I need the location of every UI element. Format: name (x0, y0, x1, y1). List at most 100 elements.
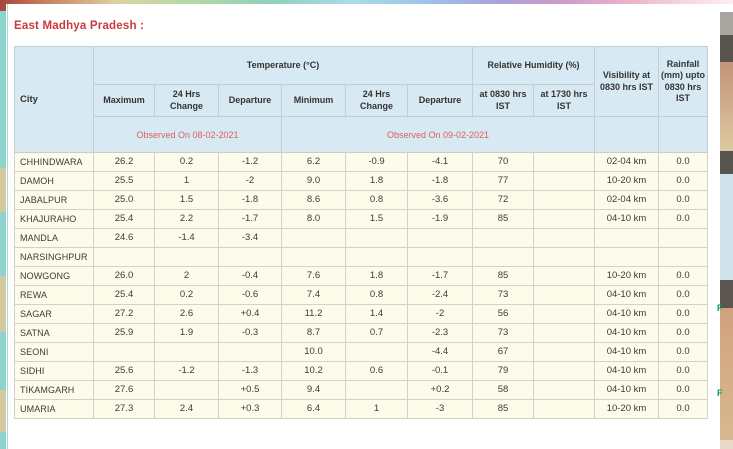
observed-on-row: Observed On 08-02-2021 Observed On 09-02… (15, 116, 709, 153)
cell-city: JABALPUR (14, 190, 94, 210)
cell-min-temp: 11.2 (281, 304, 346, 324)
cell-max-temp: 25.6 (93, 361, 155, 381)
observed-on-right-label: Observed On 09-02-2021 (280, 116, 596, 153)
cell-min-24hrs-change: 0.8 (345, 285, 408, 305)
cell-min-temp: 8.7 (281, 323, 346, 343)
cell-min-temp: 7.4 (281, 285, 346, 305)
cell-city: TIKAMGARH (14, 380, 94, 400)
cell-min-24hrs-change (345, 247, 408, 267)
cell-humidity-1730 (533, 190, 596, 210)
strip-segment (0, 168, 6, 212)
cell-min-24hrs-change: 1 (345, 399, 408, 419)
table-row: KHAJURAHO 25.4 2.2 -1.7 8.0 1.5 -1.9 85 … (14, 209, 709, 229)
cell-min-24hrs-change: 0.6 (345, 361, 408, 381)
col-header-24hrs-change-max: 24 Hrs Change (154, 84, 219, 117)
cell-rainfall: 0.0 (658, 209, 709, 229)
cell-humidity-1730 (533, 228, 596, 248)
cell-max-temp: 26.0 (93, 266, 155, 286)
col-header-departure-max: Departure (218, 84, 282, 117)
col-header-24hrs-change-min: 24 Hrs Change (345, 84, 408, 117)
cell-humidity-0830: 85 (472, 209, 535, 229)
cell-max-24hrs-change (154, 247, 219, 267)
cell-humidity-0830: 70 (472, 152, 535, 172)
cell-min-departure: -2.4 (406, 285, 474, 305)
cell-max-24hrs-change: 0.2 (154, 285, 219, 305)
cell-max-departure: -1.7 (218, 209, 282, 229)
top-gradient-bar (0, 0, 733, 4)
cell-min-temp: 10.2 (281, 361, 346, 381)
cell-rainfall (658, 228, 709, 248)
table-row: DAMOH 25.5 1 -2 9.0 1.8 -1.8 77 10-20 km… (14, 171, 709, 191)
cell-min-departure: -3 (406, 399, 474, 419)
cell-min-departure: -1.7 (406, 266, 474, 286)
cell-min-departure: -4.1 (406, 152, 474, 172)
strip-segment (720, 62, 733, 151)
strip-segment (720, 280, 733, 308)
cell-visibility: 04-10 km (594, 209, 660, 229)
cell-max-24hrs-change: 1.5 (154, 190, 219, 210)
col-header-maximum: Maximum (93, 84, 155, 117)
cell-min-departure: -4.4 (406, 342, 474, 362)
left-divider-line (7, 3, 8, 449)
strip-segment (720, 174, 733, 280)
cell-max-24hrs-change: 2 (154, 266, 219, 286)
cell-visibility: 02-04 km (594, 190, 660, 210)
cell-max-departure: -1.3 (218, 361, 282, 381)
cell-humidity-0830 (472, 247, 535, 267)
cell-city: NOWGONG (14, 266, 94, 286)
cell-max-departure: -0.6 (218, 285, 282, 305)
table-row: JABALPUR 25.0 1.5 -1.8 8.6 0.8 -3.6 72 0… (14, 190, 709, 210)
cell-humidity-0830: 67 (472, 342, 535, 362)
cell-max-departure: -0.4 (218, 266, 282, 286)
col-header-rh-0830: at 0830 hrs IST (472, 84, 535, 117)
page-title: East Madhya Pradesh : (14, 20, 145, 32)
cell-humidity-1730 (533, 380, 596, 400)
cell-max-departure: +0.5 (218, 380, 282, 400)
cell-min-departure (406, 247, 474, 267)
cell-humidity-0830: 85 (472, 399, 535, 419)
table-header: City Temperature (°C) Relative Humidity … (14, 46, 709, 153)
cell-max-24hrs-change (154, 380, 219, 400)
cell-max-24hrs-change (154, 342, 219, 362)
table-row: SAGAR 27.2 2.6 +0.4 11.2 1.4 -2 56 04-10… (14, 304, 709, 324)
map-label-f-icon: F (717, 303, 723, 313)
cell-humidity-1730 (533, 342, 596, 362)
col-header-minimum: Minimum (281, 84, 346, 117)
cell-visibility: 04-10 km (594, 323, 660, 343)
cell-min-24hrs-change: 0.8 (345, 190, 408, 210)
strip-segment (720, 440, 733, 449)
cell-min-24hrs-change: 0.7 (345, 323, 408, 343)
table-row: MANDLA 24.6 -1.4 -3.4 (14, 228, 709, 248)
cell-city: CHHINDWARA (14, 152, 94, 172)
cell-visibility: 04-10 km (594, 304, 660, 324)
cell-humidity-1730 (533, 209, 596, 229)
cell-humidity-0830: 79 (472, 361, 535, 381)
cell-max-24hrs-change: 0.2 (154, 152, 219, 172)
strip-segment (720, 151, 733, 174)
cell-humidity-1730 (533, 171, 596, 191)
right-decoration-strip: F F (717, 4, 733, 449)
cell-max-24hrs-change: -1.2 (154, 361, 219, 381)
cell-min-temp: 7.6 (281, 266, 346, 286)
col-group-humidity: Relative Humidity (%) (472, 46, 596, 85)
cell-visibility: 04-10 km (594, 361, 660, 381)
table-row: SATNA 25.9 1.9 -0.3 8.7 0.7 -2.3 73 04-1… (14, 323, 709, 343)
cell-max-24hrs-change: 2.4 (154, 399, 219, 419)
cell-rainfall: 0.0 (658, 399, 709, 419)
cell-rainfall: 0.0 (658, 342, 709, 362)
cell-city: SEONI (14, 342, 94, 362)
left-decoration-strip (0, 0, 6, 449)
cell-humidity-0830: 77 (472, 171, 535, 191)
cell-max-departure: -1.8 (218, 190, 282, 210)
cell-min-24hrs-change: -0.9 (345, 152, 408, 172)
cell-rainfall: 0.0 (658, 361, 709, 381)
table-row: REWA 25.4 0.2 -0.6 7.4 0.8 -2.4 73 04-10… (14, 285, 709, 305)
cell-visibility (594, 228, 660, 248)
cell-city: SIDHI (14, 361, 94, 381)
strip-segment (720, 12, 733, 35)
header-group-row: City Temperature (°C) Relative Humidity … (14, 46, 709, 153)
cell-humidity-0830: 73 (472, 285, 535, 305)
cell-min-24hrs-change: 1.8 (345, 266, 408, 286)
cell-max-temp (93, 342, 155, 362)
observed-empty-rainfall (658, 116, 709, 153)
